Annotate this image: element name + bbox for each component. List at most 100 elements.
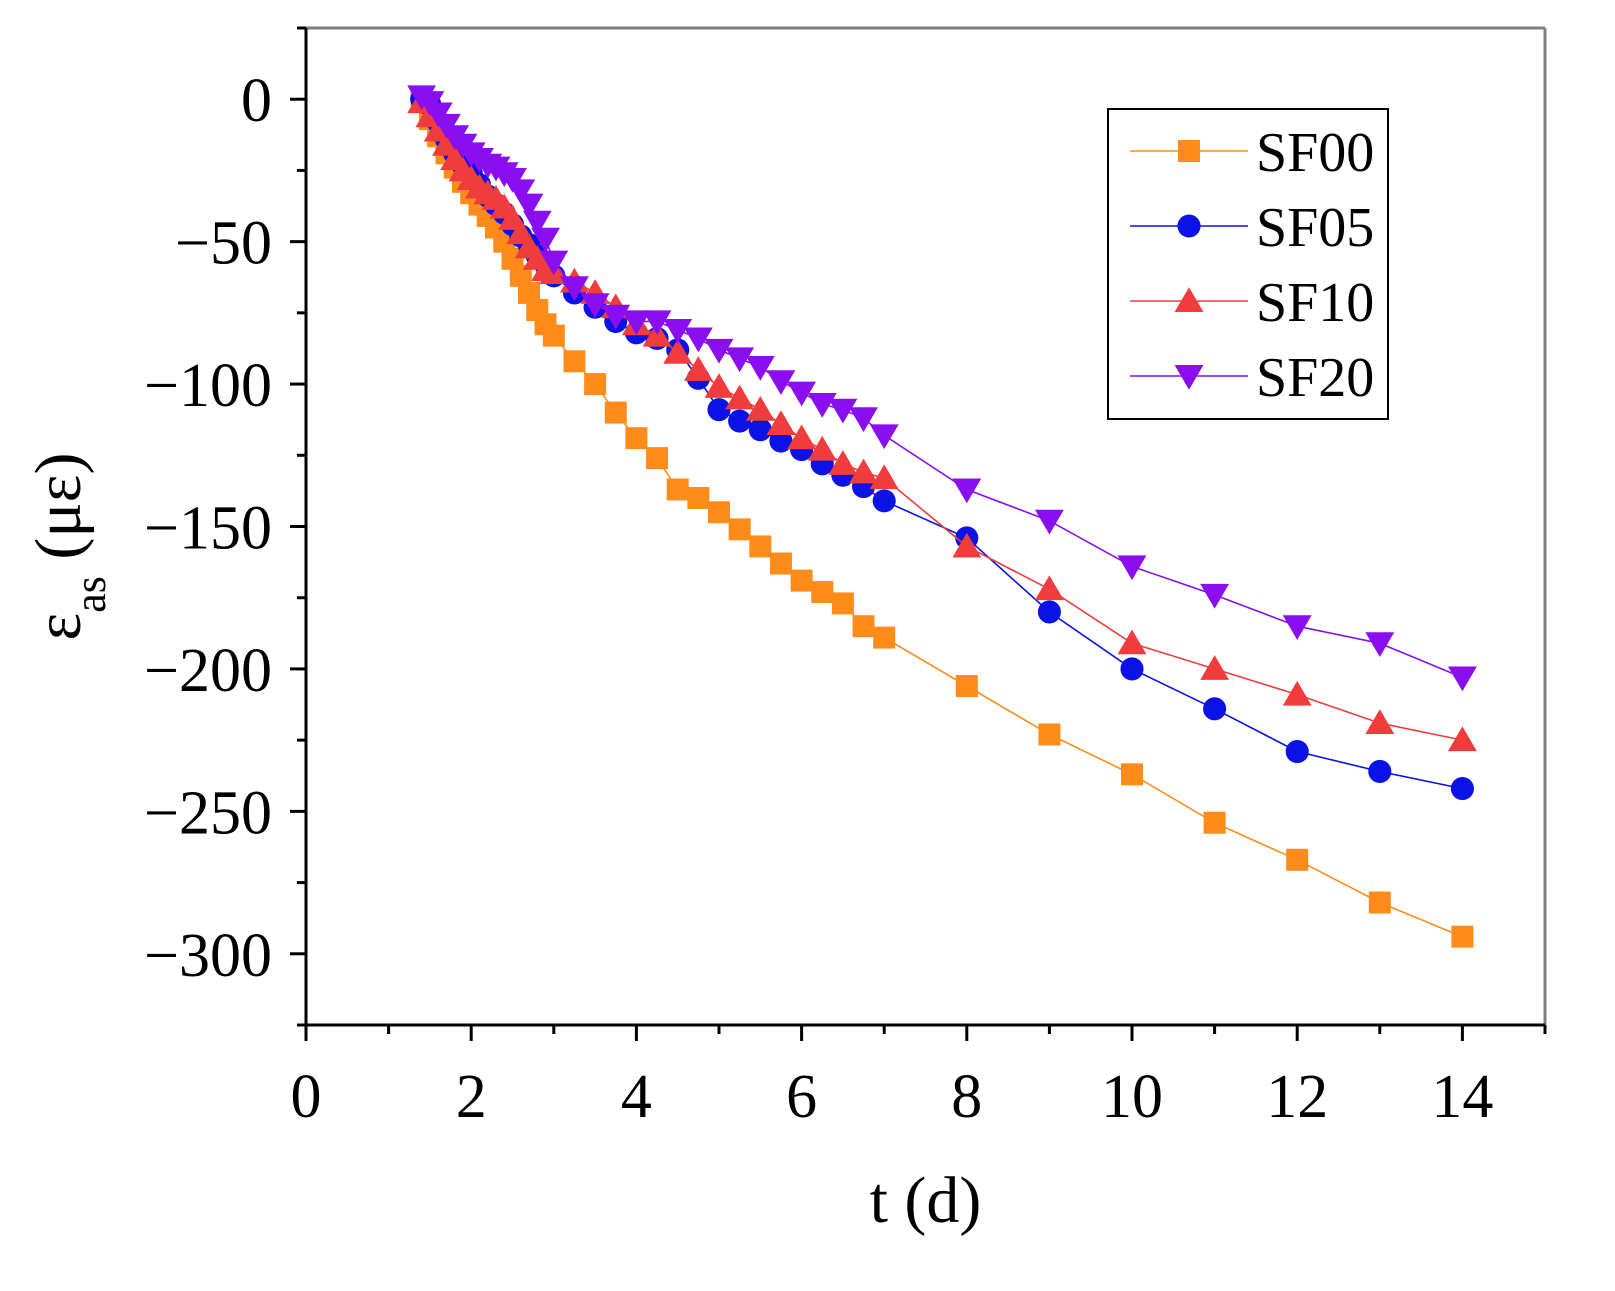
data-point-sf10 <box>683 356 713 381</box>
x-axis-title: t (d) <box>870 1164 982 1237</box>
legend-label-sf00: SF00 <box>1256 122 1374 184</box>
data-point-sf00 <box>1203 811 1226 834</box>
data-point-sf20 <box>1365 632 1395 658</box>
data-point-sf20 <box>1282 615 1312 640</box>
y-tick-label: −100 <box>144 352 272 420</box>
data-point-sf10 <box>869 464 899 490</box>
data-point-sf00 <box>509 264 532 287</box>
data-point-sf10 <box>1117 629 1147 655</box>
data-point-sf05 <box>707 398 731 422</box>
x-tick-label: 12 <box>1266 1063 1328 1131</box>
data-point-sf00 <box>873 626 896 649</box>
data-point-sf00 <box>563 350 586 373</box>
x-tick-label: 4 <box>621 1063 652 1131</box>
data-point-sf00 <box>1121 763 1143 786</box>
data-point-sf10 <box>1034 575 1064 601</box>
data-point-sf05 <box>1285 739 1309 764</box>
data-point-sf05 <box>728 409 752 433</box>
data-point-sf00 <box>769 552 792 575</box>
data-point-sf00 <box>749 535 772 558</box>
y-axis-title-unit: (με) <box>22 453 95 577</box>
y-axis-title-main: ε <box>22 613 95 641</box>
data-point-sf10 <box>704 373 734 398</box>
legend-marker-sf00 <box>1178 140 1200 162</box>
data-point-sf20 <box>1447 666 1477 692</box>
series-layer <box>407 85 1477 948</box>
data-point-sf05 <box>748 418 772 442</box>
data-point-sf20 <box>1034 509 1064 535</box>
data-point-sf20 <box>725 347 755 373</box>
data-point-sf10 <box>1282 680 1312 706</box>
data-point-sf20 <box>560 276 589 301</box>
data-point-sf05 <box>1037 600 1061 624</box>
y-axis-title-subscript: as <box>66 576 115 613</box>
legend-marker-sf10 <box>1174 287 1204 312</box>
data-point-sf00 <box>646 447 669 470</box>
data-point-sf20 <box>531 227 560 253</box>
x-tick-label: 14 <box>1431 1063 1493 1131</box>
data-point-sf20 <box>828 398 858 424</box>
data-point-sf20 <box>766 370 796 395</box>
data-point-sf20 <box>704 338 734 364</box>
data-point-sf05 <box>1203 697 1227 721</box>
legend-marker-sf20 <box>1174 365 1204 390</box>
y-tick-label: −50 <box>175 210 272 278</box>
y-tick-label: −250 <box>144 779 272 847</box>
data-point-sf10 <box>766 410 796 435</box>
series-sf20 <box>407 85 1477 692</box>
y-tick-label: −150 <box>144 495 272 563</box>
data-point-sf20 <box>506 179 536 205</box>
data-point-sf00 <box>542 324 565 347</box>
data-point-sf20 <box>1117 555 1147 581</box>
y-tick-label: −200 <box>144 637 272 705</box>
data-point-sf00 <box>687 487 710 510</box>
data-point-sf10 <box>1365 709 1395 735</box>
data-point-sf10 <box>828 450 858 475</box>
data-point-sf00 <box>852 615 875 638</box>
data-point-sf05 <box>1368 759 1392 784</box>
data-point-sf00 <box>790 569 813 592</box>
legend-item-sf20: SF20 <box>1130 347 1374 409</box>
data-point-sf00 <box>831 592 854 615</box>
data-point-sf20 <box>952 478 982 504</box>
axes-layer: 0 2 4 6 8 10 12 14 0 −50 −100 −150 −200 −250 −300 <box>144 26 1547 1131</box>
legend-marker-sf05 <box>1177 214 1201 238</box>
data-point-sf20 <box>580 293 610 319</box>
legend-label-sf05: SF05 <box>1256 197 1374 259</box>
data-point-sf20 <box>642 310 672 336</box>
data-point-sf20 <box>1200 583 1230 609</box>
legend-label-sf10: SF10 <box>1256 272 1374 334</box>
data-point-sf20 <box>849 407 878 433</box>
data-point-sf05 <box>1450 777 1474 801</box>
y-tick-label: 0 <box>241 67 272 135</box>
data-point-sf10 <box>663 338 693 364</box>
data-point-sf20 <box>787 381 817 407</box>
data-point-sf20 <box>621 310 651 336</box>
data-point-sf10 <box>787 424 817 450</box>
legend-item-sf10: SF10 <box>1130 272 1374 334</box>
data-point-sf05 <box>1120 657 1144 681</box>
data-point-sf20 <box>663 318 693 344</box>
data-point-sf00 <box>604 401 627 424</box>
data-point-sf00 <box>518 281 541 304</box>
data-point-sf00 <box>1368 891 1391 914</box>
legend-label-sf20: SF20 <box>1256 347 1374 409</box>
legend: SF00 SF05 SF10 SF20 <box>1107 108 1389 420</box>
data-point-sf00 <box>666 478 689 501</box>
x-tick-label: 10 <box>1101 1063 1163 1131</box>
x-tick-label: 8 <box>951 1063 982 1131</box>
y-axis-title: εas (με) <box>22 453 115 641</box>
data-point-sf10 <box>745 395 775 421</box>
data-point-sf10 <box>952 532 982 558</box>
data-point-sf20 <box>683 327 713 353</box>
x-tick-label: 2 <box>456 1063 487 1131</box>
data-point-sf00 <box>728 518 751 541</box>
data-point-sf10 <box>1447 726 1477 752</box>
data-point-sf00 <box>1038 723 1061 746</box>
legend-item-sf05: SF05 <box>1130 197 1374 259</box>
data-point-sf20 <box>514 193 544 219</box>
data-point-sf00 <box>584 373 607 396</box>
legend-box <box>1107 108 1389 420</box>
data-point-sf10 <box>725 384 755 410</box>
